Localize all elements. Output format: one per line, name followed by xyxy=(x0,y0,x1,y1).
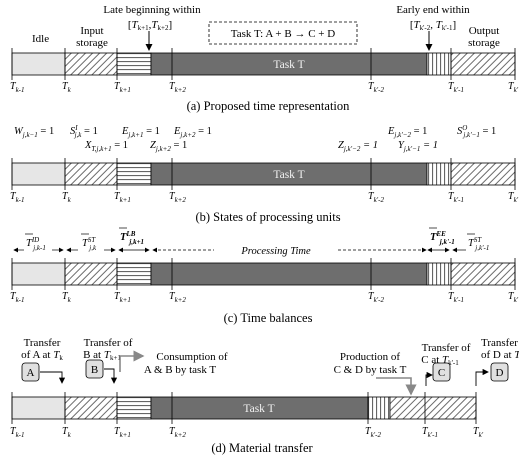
material-b-box xyxy=(85,359,104,379)
tick-row-c: Tk-1 Tk Tk+1 Tk+2 Tk'-2 Tk'-1 Tk' xyxy=(10,291,519,304)
transfer-b-arrow xyxy=(104,368,118,384)
material-c-box xyxy=(432,362,451,382)
material-a: A xyxy=(27,367,35,379)
material-c: C xyxy=(438,367,445,379)
tick-t-k-c: Tk xyxy=(62,291,72,304)
tick-t-k'-2-b: Tk'-2 xyxy=(368,191,384,204)
early-end-label: Early end within xyxy=(396,4,470,16)
tick-t-k-1: Tk-1 xyxy=(10,81,25,94)
consumption-arrow xyxy=(119,350,145,372)
processing-time-label: Processing Time xyxy=(240,246,311,257)
input-storage-label: Input storage xyxy=(76,25,108,49)
transfer-d-arrow xyxy=(475,368,489,386)
task-t-label: Task T xyxy=(273,59,304,71)
var-y: Yj,k'−1 = 1 xyxy=(398,140,438,153)
caption-b: (b) States of processing units xyxy=(195,210,340,224)
tick-t-k+2-d: Tk+2 xyxy=(169,426,186,439)
tick-t-k'-d: Tk' xyxy=(473,426,484,439)
tick-t-k'-1-c: Tk'-1 xyxy=(448,291,464,304)
material-a-box xyxy=(21,362,40,382)
tick-t-k: Tk xyxy=(62,81,72,94)
panel-c: TID j,k-1 TST j,k TLB j,k+1 TEE j,k'-1 TST j,… xyxy=(10,227,519,325)
tick-t-k'-2-d: Tk'-2 xyxy=(365,426,381,439)
tick-t-k': Tk' xyxy=(508,81,519,94)
tick-t-k-1-b: Tk-1 xyxy=(10,191,25,204)
tick-t-k+2-b: Tk+2 xyxy=(169,191,186,204)
caption-d: (d) Material transfer xyxy=(211,441,313,455)
tick-t-k-b: Tk xyxy=(62,191,72,204)
transfer-a-title: Transfer of A at Tk xyxy=(21,337,63,362)
tick-t-k-1-c: Tk-1 xyxy=(10,291,25,304)
panel-b: Wj,k−1 = 1 SI j,k = 1 Ej,k+1 = 1 XT,j,k+1… xyxy=(10,124,519,224)
material-b: B xyxy=(91,364,98,376)
var-s-in: SI j,k = 1 xyxy=(70,124,98,139)
balance-storage-k': TST j,k'-1 xyxy=(468,236,489,252)
var-x: XT,j,k+1 = 1 xyxy=(84,140,128,153)
tick-t-k+1-b: Tk+1 xyxy=(114,191,131,204)
tick-t-k'-1: Tk'-1 xyxy=(448,81,464,94)
task-t-label-d: Task T xyxy=(243,403,274,415)
tick-t-k'-c: Tk' xyxy=(508,291,519,304)
late-beginning-label: Late beginning within xyxy=(103,4,201,16)
task-t-label-b: Task T xyxy=(273,169,304,181)
transfer-c-arrow xyxy=(425,371,433,386)
var-e-k'2: Ej,k'−2 = 1 xyxy=(387,126,427,139)
tick-row-b: Tk-1 Tk Tk+1 Tk+2 Tk'-2 Tk'-1 Tk' xyxy=(10,191,519,204)
consumption-label: Consumption of A & B by task T xyxy=(144,351,228,376)
tick-t-k+1-c: Tk+1 xyxy=(114,291,131,304)
tick-t-k'-1-b: Tk'-1 xyxy=(448,191,464,204)
tick-row-a: Tk-1 Tk Tk+1 Tk+2 Tk'-2 Tk'-1 Tk' xyxy=(10,81,519,94)
tick-row-d: Tk-1 Tk Tk+1 Tk+2 Tk'-2 Tk'-1 Tk' xyxy=(10,426,484,439)
output-storage-label: Output storage xyxy=(468,25,500,49)
var-z-k2: Zj,k+2 = 1 xyxy=(150,140,187,153)
task-equation: Task T: A + B → C + D xyxy=(231,28,335,40)
material-d: D xyxy=(496,367,504,379)
var-s-out: SO j,k'−1 = 1 xyxy=(457,124,496,139)
idle-label: Idle xyxy=(32,33,49,45)
var-w: Wj,k−1 = 1 xyxy=(14,126,54,139)
transfer-c-title: Transfer of C at Tk'-1 xyxy=(421,342,470,367)
transfer-b-title: Transfer of B at Tk+1 xyxy=(83,337,133,362)
tick-t-k+1-d: Tk+1 xyxy=(114,426,131,439)
tick-t-k'-b: Tk' xyxy=(508,191,519,204)
late-interval-label: [Tk+1,Tk+2] xyxy=(128,19,172,32)
var-e-k2: Ej,k+2 = 1 xyxy=(173,126,212,139)
var-z-k'2: Zj,k'−2 = 1 xyxy=(338,140,378,153)
tick-t-k-1-d: Tk-1 xyxy=(10,426,25,439)
production-label: Production of C & D by task T xyxy=(334,351,407,376)
timeline-bar-b xyxy=(11,157,516,191)
balance-early-end: TEE j,k'-1 xyxy=(430,230,455,246)
timeline-bar-c xyxy=(11,257,516,291)
transfer-a-arrow xyxy=(40,371,66,384)
tick-t-k+1: Tk+1 xyxy=(114,81,131,94)
balance-storage-k: TST j,k xyxy=(82,236,97,252)
tick-t-k+2: Tk+2 xyxy=(169,81,186,94)
early-interval-label: [Tk'-2, Tk'-1] xyxy=(410,19,456,32)
tick-t-k-d: Tk xyxy=(62,426,72,439)
tick-t-k'-2: Tk'-2 xyxy=(368,81,384,94)
material-d-box xyxy=(490,362,509,382)
task-equation-box xyxy=(208,21,358,45)
tick-t-k'-1-d: Tk'-1 xyxy=(422,426,438,439)
var-e-k1: Ej,k+1 = 1 xyxy=(121,126,160,139)
caption-c: (c) Time balances xyxy=(224,311,313,325)
balance-idle: TID j,k-1 xyxy=(26,236,46,252)
panel-d: Transfer of A at Tk A Transfer of B at Tk+… xyxy=(10,337,519,455)
caption-a: (a) Proposed time representation xyxy=(187,99,351,113)
tick-t-k+2-c: Tk+2 xyxy=(169,291,186,304)
production-arrow xyxy=(376,377,417,396)
tick-t-k'-2-c: Tk'-2 xyxy=(368,291,384,304)
panel-a: Idle Input storage Late beginning within … xyxy=(10,4,519,113)
timeline-bar-a xyxy=(11,47,516,81)
balance-late-beginning: TLB j,k+1 xyxy=(120,230,144,246)
